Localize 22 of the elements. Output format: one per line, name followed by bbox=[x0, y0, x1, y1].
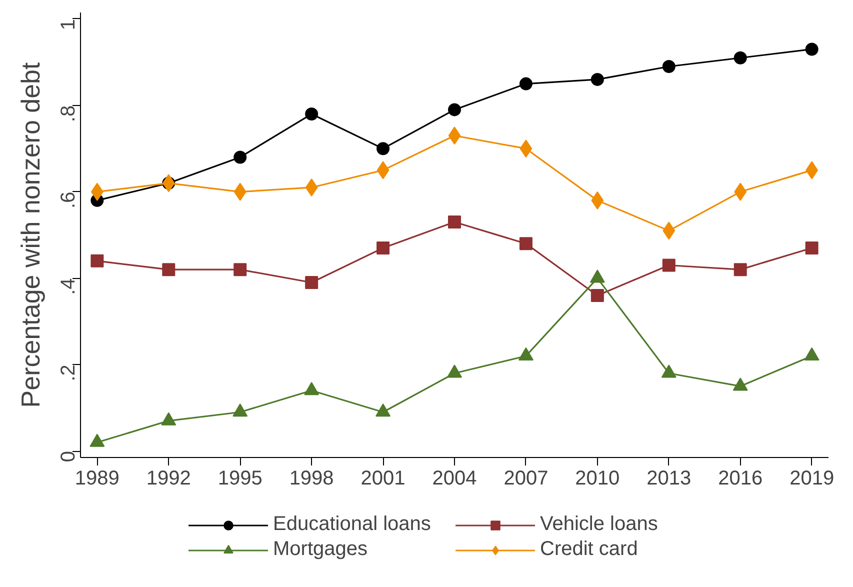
legend-label: Educational loans bbox=[273, 513, 432, 536]
x-tick-label: 2001 bbox=[360, 468, 406, 490]
x-tick-label: 1998 bbox=[289, 468, 334, 490]
x-tick-label: 1989 bbox=[74, 468, 120, 490]
y-axis-title: Percentage with nonzero debt bbox=[16, 62, 46, 408]
y-tick-label: .8 bbox=[58, 105, 80, 122]
y-tick-label: .2 bbox=[58, 364, 80, 382]
legend-label: Credit card bbox=[540, 538, 639, 561]
legend-label: Mortgages bbox=[273, 538, 368, 561]
x-tick-label: 1995 bbox=[218, 468, 262, 490]
y-tick-label: .4 bbox=[58, 278, 80, 295]
x-tick-label: 2013 bbox=[646, 468, 692, 490]
x-tick-label: 2007 bbox=[504, 468, 548, 490]
x-tick-label: 2016 bbox=[718, 468, 763, 490]
x-tick-label: 2019 bbox=[790, 468, 834, 490]
y-tick-label: 1 bbox=[58, 18, 80, 30]
x-tick-label: 1992 bbox=[146, 468, 191, 490]
x-tick-label: 2010 bbox=[575, 468, 620, 490]
y-tick-label: .6 bbox=[58, 192, 80, 208]
x-tick-label: 2004 bbox=[432, 468, 477, 490]
y-tick-label: 0 bbox=[58, 451, 80, 462]
legend-label: Vehicle loans bbox=[540, 513, 659, 536]
